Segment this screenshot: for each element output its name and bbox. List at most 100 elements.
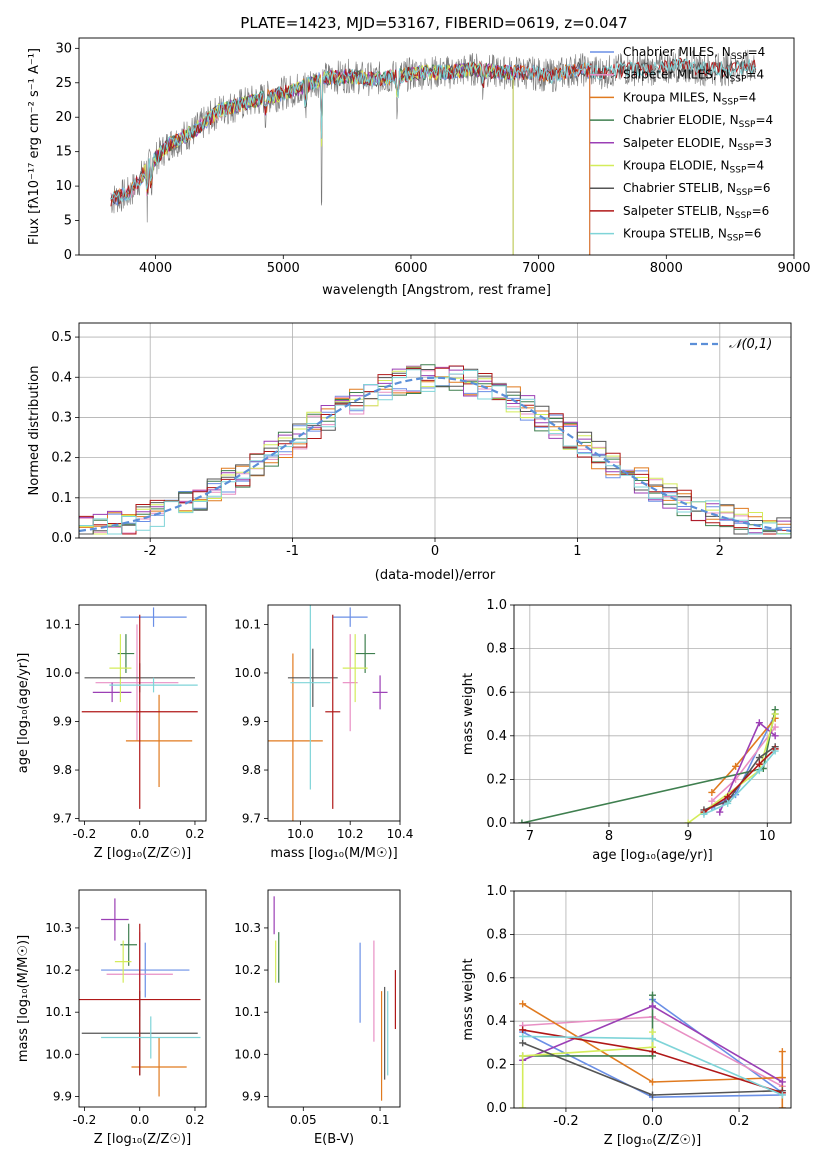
- series-marker: [649, 1091, 656, 1099]
- y-tick-label: 0.2: [486, 772, 507, 787]
- x-tick-label: 6000: [394, 261, 427, 276]
- series-marker: [649, 1035, 656, 1043]
- x-tick-label: 5000: [267, 261, 300, 276]
- series-marker: [649, 991, 656, 999]
- legend-entry: Chabrier STELIB, NSSP=6: [623, 181, 771, 198]
- series-line-chabrier-elodie: [522, 995, 654, 1057]
- residual-histogram-salpeter-stelib: [79, 365, 791, 535]
- legend: Chabrier MILES, NSSP=4 Salpeter MILES, NS…: [590, 45, 773, 244]
- series-line-chabrier-miles: [652, 998, 783, 1094]
- model-spectrum-kroupa-stelib: [110, 58, 757, 203]
- normal-reference-curve: [79, 376, 791, 533]
- y-tick-label: 0.2: [486, 1058, 507, 1073]
- series-marker: [700, 810, 708, 818]
- y-tick-label: 5: [64, 214, 72, 229]
- series-marker: [778, 1078, 786, 1086]
- legend-entry: Salpeter ELODIE, NSSP=3: [623, 136, 772, 153]
- y-tick-label: 0.0: [51, 531, 72, 546]
- panel-mass-vs-ebv: 0.05 0.1 9.9 10.0 10.1 10.2 10.3 E(B-V): [234, 889, 401, 1147]
- legend-entry: Kroupa ELODIE, NSSP=4: [623, 159, 764, 176]
- series-marker: [755, 767, 763, 775]
- axes-frame: [267, 889, 401, 1108]
- series-marker: [755, 760, 763, 768]
- plot-area: [110, 48, 757, 255]
- series-marker: [649, 1078, 656, 1086]
- x-tick-label: 0.0: [130, 1113, 149, 1127]
- y-tick-label: 0.2: [51, 451, 72, 466]
- y-tick-label: 30: [55, 41, 72, 56]
- panel-age-vs-mass: 10.0 10.2 10.4 9.7 9.8 9.9 10.0 10.1 mass [log₁₀…: [234, 604, 414, 861]
- series-line-kroupa-stelib: [703, 750, 776, 816]
- y-tick-label: 10.0: [45, 666, 72, 680]
- y-tick-label: 9.7: [53, 812, 72, 826]
- series-marker: [684, 819, 692, 823]
- panel-spectrum: 4000 5000 6000 7000 8000 9000 0 5 10 15 20 25 30 wave…: [27, 37, 811, 298]
- y-tick-label: 9.9: [53, 714, 72, 728]
- y-tick-label: 25: [55, 76, 72, 91]
- y-tick-label: 9.8: [53, 763, 72, 777]
- series-marker: [519, 1104, 527, 1108]
- data-points: [273, 896, 396, 1101]
- y-tick-label: 0: [64, 248, 72, 263]
- series-marker: [649, 1002, 656, 1010]
- y-tick-label: 10.1: [234, 1005, 261, 1019]
- series-line-chabrier-stelib: [703, 746, 776, 811]
- panel-mass-vs-Z: -0.2 0.0 0.2 9.9 10.0 10.1 10.2 10.3 Z [log₁₀(Z/…: [16, 889, 207, 1147]
- data-points: [268, 605, 388, 821]
- y-tick-label: 20: [55, 110, 72, 125]
- plot-area: [81, 607, 198, 809]
- y-tick-label: 9.9: [242, 1089, 261, 1103]
- x-tick-label: 10: [759, 829, 776, 844]
- axes-frame: [513, 890, 792, 1109]
- y-tick-label: 0.0: [486, 1101, 507, 1116]
- series-line-salpeter-miles: [711, 726, 776, 802]
- y-tick-label: 0.3: [51, 410, 72, 425]
- y-axis-label: mass weight: [461, 958, 476, 1040]
- x-tick-label: 1: [573, 544, 581, 559]
- y-tick-label: 0.8: [486, 642, 507, 657]
- x-tick-label: 8000: [650, 261, 683, 276]
- x-tick-label: 0.0: [642, 1114, 663, 1129]
- y-axis-label: mass [log₁₀(M/M☉)]: [16, 935, 31, 1062]
- x-tick-label: 0.05: [290, 1113, 317, 1127]
- x-axis-label: Z [log₁₀(Z/Z☉)]: [94, 1132, 191, 1147]
- y-tick-label: 10.3: [234, 921, 261, 935]
- y-tick-label: 0.5: [51, 330, 72, 345]
- x-axis-label: mass [log₁₀(M/M☉)]: [270, 846, 397, 861]
- series-marker: [519, 1039, 527, 1047]
- y-tick-label: 1.0: [486, 598, 507, 613]
- series-marker: [771, 710, 779, 718]
- x-axis-label: wavelength [Angstrom, rest frame]: [322, 283, 551, 298]
- x-tick-label: 0.2: [185, 827, 204, 841]
- y-tick-label: 9.9: [53, 1089, 72, 1103]
- data-points: [79, 898, 201, 1097]
- series-marker: [732, 762, 740, 770]
- x-tick-label: 4000: [139, 261, 172, 276]
- x-tick-label: -0.2: [73, 827, 96, 841]
- x-tick-label: -2: [144, 544, 157, 559]
- y-tick-label: 0.4: [486, 1014, 507, 1029]
- series-marker: [716, 808, 724, 816]
- series-marker: [724, 793, 732, 801]
- series-marker: [519, 1000, 527, 1008]
- legend-entry: Kroupa MILES, NSSP=4: [623, 90, 756, 107]
- panel-age-vs-Z: -0.2 0.0 0.2 9.7 9.8 9.9 10.0 10.1 Z [log₁₀(Z/Z☉…: [16, 604, 207, 861]
- y-axis-label: age [log₁₀(age/yr)]: [16, 653, 31, 774]
- y-tick-label: 10.1: [45, 1005, 72, 1019]
- axes-frame: [78, 37, 795, 256]
- plot-area: [273, 896, 396, 1101]
- x-tick-label: -0.2: [73, 1113, 96, 1127]
- series-marker: [755, 719, 763, 727]
- x-tick-label: 10.4: [387, 827, 414, 841]
- plot-area: [268, 605, 388, 821]
- legend-entry: Kroupa STELIB, NSSP=6: [623, 227, 761, 244]
- y-tick-label: 10.3: [45, 921, 72, 935]
- legend-entry: Salpeter STELIB, NSSP=6: [623, 204, 769, 221]
- y-tick-label: 0.4: [486, 729, 507, 744]
- series-marker: [778, 1104, 786, 1108]
- y-axis-label: Normed distribution: [27, 366, 42, 496]
- plot-area: [79, 364, 791, 535]
- series-marker: [708, 797, 716, 805]
- y-tick-label: 1.0: [486, 884, 507, 899]
- y-tick-label: 15: [55, 145, 72, 160]
